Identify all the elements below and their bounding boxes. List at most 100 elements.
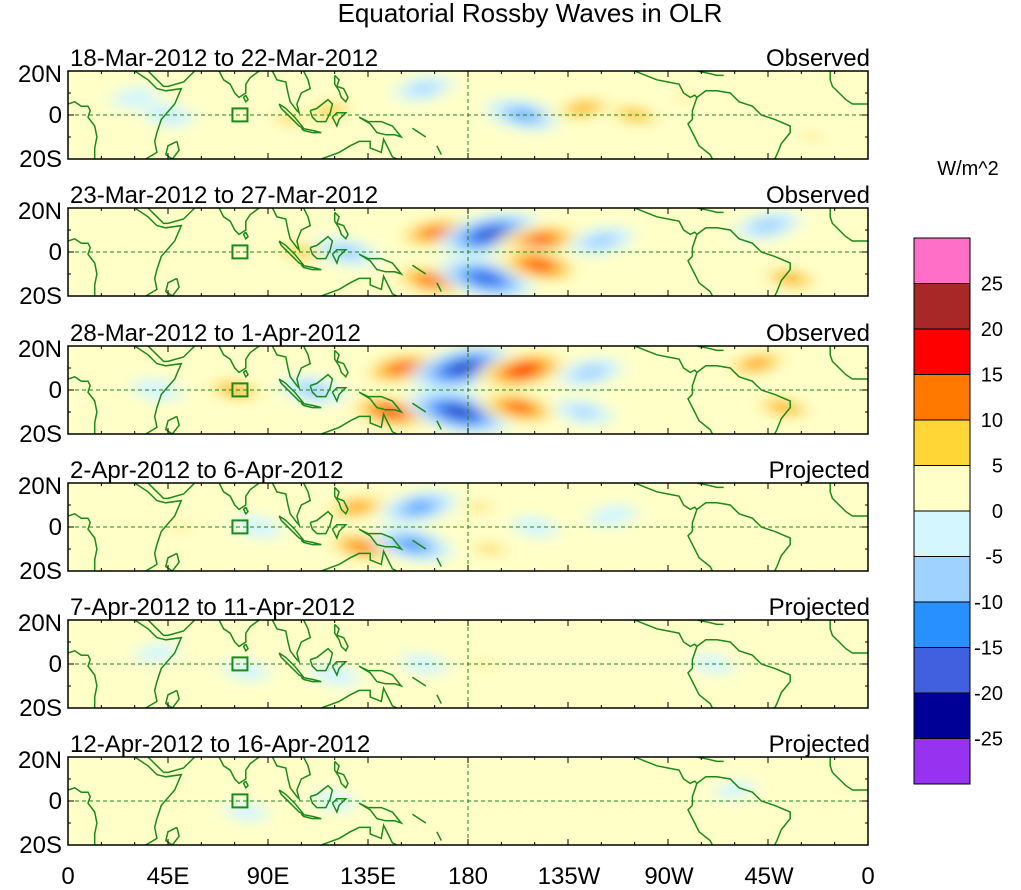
anomaly-1-4 [660,85,711,110]
colorbar-label-3: 15 [981,365,1003,387]
coastline-2 [164,140,180,159]
coastlines [68,757,868,845]
coastline-19 [687,804,714,845]
coastline-11 [333,349,349,379]
y-tick-label-20n: 20N [18,610,62,637]
coastline-21 [829,346,868,380]
y-tick-label-20s: 20S [19,283,62,310]
colorbar-label-6: 0 [992,501,1003,523]
y-tick-label-0: 0 [49,377,62,404]
coastline-14 [411,402,427,413]
coastline-4 [218,757,260,785]
coastline-8 [300,127,322,134]
coastline-4 [218,208,260,236]
y-tick-label-20s: 20S [19,695,62,722]
x-tick-label-90w: 90W [644,863,694,890]
coastline-9 [309,647,334,672]
coastline-15 [436,420,442,430]
coastline-13 [321,136,398,159]
coastline-3 [147,346,196,363]
coastline-10 [331,661,348,677]
reference-box [231,793,249,809]
y-tick-label-20s: 20S [19,421,62,448]
coastline-13 [321,548,398,571]
colorbar-swatch-9 [913,601,971,648]
coastline-11 [333,623,349,653]
coastline-3 [147,71,196,88]
coastline-12 [358,802,404,825]
panel-3: 20N 0 20S 28-Mar-2012 to 1-Apr-2012 Observed [18,320,870,448]
coastline-11 [333,74,349,104]
coastline-13 [321,685,398,708]
anomaly-1-9 [112,86,157,109]
coastline-5 [242,643,249,653]
panel-4: 20N 0 20S 2-Apr-2012 to 6-Apr-2012 Projected [18,457,870,585]
tick-marks [67,345,869,435]
coastline-22 [68,512,98,571]
coastline-7 [278,240,305,266]
panel-6: 20N 0 20S 12-Apr-2012 to 16-Apr-2012 Project… [18,731,870,859]
anomaly-6-1 [423,783,468,806]
coastline-21 [829,483,868,517]
reference-box [231,244,249,260]
coastline-4 [218,483,260,511]
coastline-6 [271,483,312,528]
coastline-8 [300,402,322,409]
y-tick-label-0: 0 [49,514,62,541]
colorbar: 25 20 15 10 5 0 -5 -10 -15 -20 -25 [913,237,1003,785]
coastline-15 [436,557,442,567]
coastline-16 [634,208,698,236]
anomaly-2-6 [495,245,584,286]
x-tick-label-135e: 135E [340,863,396,890]
coastline-5 [242,780,249,790]
x-tick-label-135w: 135W [538,863,601,890]
x-tick-label-90e: 90E [247,863,290,890]
panel-2-field [68,208,868,296]
coastline-14 [411,676,427,687]
coastline-13 [321,822,398,845]
y-tick-label-0: 0 [49,788,62,815]
coastline-1 [134,208,183,296]
anomaly-layer [112,75,838,150]
panel-5: 20N 0 20S 7-Apr-2012 to 11-Apr-2012 Projecte… [18,594,870,722]
anomaly-4-9 [153,514,205,540]
coastline-16 [634,620,698,648]
coastline-21 [829,71,868,105]
panel-period-label: 18-Mar-2012 to 22-Mar-2012 [70,45,378,72]
y-tick-label-20s: 20S [19,832,62,859]
coastline-16 [634,757,698,785]
anomaly-2-9 [736,210,800,241]
y-tick-label-20s: 20S [19,146,62,173]
colorbar-label-10: -20 [974,683,1003,705]
coastline-8 [300,813,322,820]
coastline-2 [164,552,180,571]
y-tick-label-20s: 20S [19,558,62,585]
anomaly-3-9 [720,346,794,381]
reference-box [231,382,249,398]
coastline-11 [333,760,349,790]
colorbar-swatch-4 [913,374,971,421]
tick-marks [67,207,869,297]
panel-4-field [68,483,868,571]
anomaly-3-11 [200,373,270,407]
anomaly-layer [136,642,845,687]
coastline-5 [242,369,249,379]
anomaly-1-3 [601,99,668,131]
chart-title: Equatorial Rossby Waves in OLR [338,0,723,28]
panel-status-label: Observed [766,45,870,72]
coastline-9 [309,784,334,809]
coastline-19 [687,118,714,159]
panel-period-label: 23-Mar-2012 to 27-Mar-2012 [70,182,378,209]
colorbar-label-11: -25 [974,729,1003,751]
anomaly-3-10 [748,391,819,424]
coastline-1 [134,757,183,845]
coastline-6 [271,71,312,116]
coastline-5 [242,506,249,516]
colorbar-label-1: 25 [981,274,1003,296]
coastline-4 [218,620,260,648]
coastline-12 [358,116,404,139]
colorbar-swatch-7 [913,510,971,557]
y-tick-label-20n: 20N [18,747,62,774]
colorbar-swatch-10 [913,647,971,694]
panel-period-label: 7-Apr-2012 to 11-Apr-2012 [70,594,355,621]
